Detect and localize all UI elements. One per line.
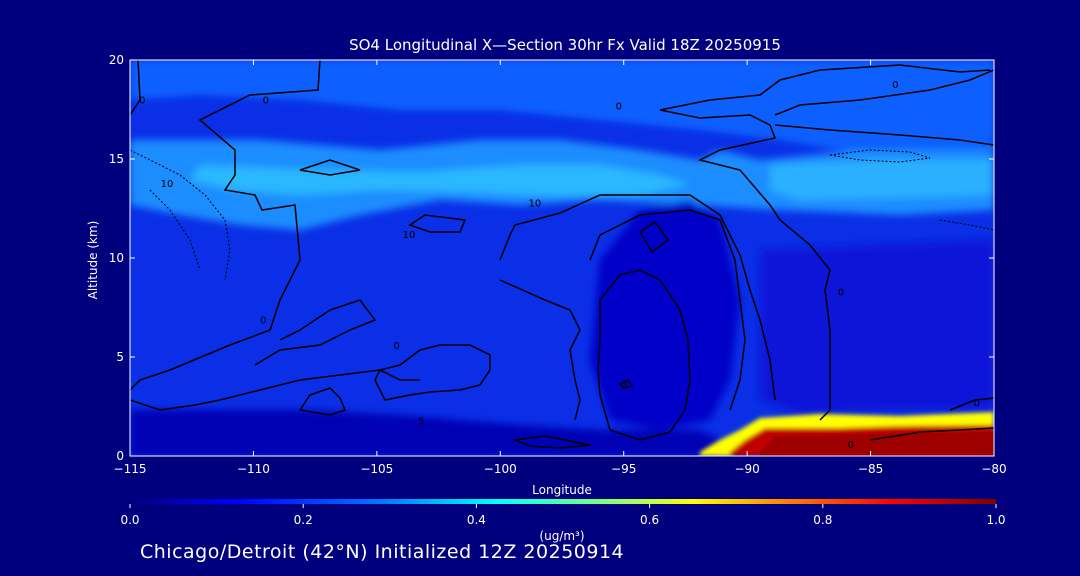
y-tick-label: 15 xyxy=(109,152,124,166)
field-deep-lower xyxy=(130,410,720,456)
contour-line xyxy=(499,194,776,401)
contour-line xyxy=(512,435,591,449)
field-mid-right xyxy=(760,240,994,415)
colorbar-tick-label: 0.6 xyxy=(640,513,659,527)
contour-line xyxy=(130,369,420,411)
contour-label: 0 xyxy=(263,96,269,107)
contour-line xyxy=(298,387,347,416)
x-axis-label: Longitude xyxy=(532,483,592,497)
dashed-contour-line xyxy=(149,189,201,271)
colorbar-tick-label: 0.0 xyxy=(120,513,139,527)
contour-line xyxy=(638,220,670,254)
contour-label: 0 xyxy=(974,399,980,410)
x-tick-label: −100 xyxy=(484,462,517,476)
y-tick-label: 20 xyxy=(109,53,124,67)
contours xyxy=(130,60,994,449)
contour-line xyxy=(949,397,994,411)
colorbar-tick-label: 0.8 xyxy=(813,513,832,527)
chart-title: SO4 Longitudinal X—Section 30hr Fx Valid… xyxy=(349,36,781,54)
contour-label: 0 xyxy=(848,440,854,451)
contour-line xyxy=(408,214,467,233)
contour-label: 0 xyxy=(892,80,898,91)
colorbar-tick-label: 1.0 xyxy=(986,513,1005,527)
field-upper xyxy=(130,60,994,160)
x-tick-label: −80 xyxy=(981,462,1006,476)
colorbar-label: (ug/m³) xyxy=(539,529,584,543)
contour-line xyxy=(130,60,141,116)
contour-line xyxy=(499,279,581,421)
contour-line xyxy=(299,159,361,176)
plot-area: 0 0 0 0 10 10 10 0 0 0 5 0 0 0 xyxy=(130,60,994,456)
contour-label: 10 xyxy=(528,199,541,210)
contour-line xyxy=(774,124,994,146)
field-right-band xyxy=(770,160,994,200)
x-axis: −115 −110 −105 −100 −95 −90 −85 −80 xyxy=(114,60,1007,476)
footer-caption: Chicago/Detroit (42°N) Initialized 12Z 2… xyxy=(140,541,625,563)
contour-line xyxy=(659,109,831,421)
contour-label: 0 xyxy=(616,102,622,113)
x-tick-label: −90 xyxy=(734,462,759,476)
contour-label: 0 xyxy=(393,341,399,352)
y-tick-label: 0 xyxy=(116,449,124,463)
contour-labels: 0 0 0 0 10 10 10 0 0 0 5 0 0 0 xyxy=(139,80,980,451)
colorbar-ticks: 0.0 0.2 0.4 0.6 0.8 1.0 xyxy=(120,504,1006,527)
contour-line xyxy=(589,209,746,411)
contour-line xyxy=(130,60,321,391)
colorbar-tick-label: 0.4 xyxy=(467,513,486,527)
field-deep-core xyxy=(590,200,740,430)
x-tick-label: −85 xyxy=(858,462,883,476)
x-tick-label: −95 xyxy=(611,462,636,476)
contour-line xyxy=(869,427,994,441)
contour-label: 0 xyxy=(621,381,627,392)
x-tick-label: −115 xyxy=(114,462,147,476)
colorbar-tick-label: 0.2 xyxy=(294,513,313,527)
contour-label: 5 xyxy=(418,416,424,427)
y-tick-label: 10 xyxy=(109,251,124,265)
contour-line xyxy=(597,269,691,441)
dashed-contour-line xyxy=(829,149,931,163)
contour-line xyxy=(374,344,491,401)
x-tick-label: −105 xyxy=(360,462,393,476)
contour-line xyxy=(774,69,994,116)
contour-label: 0 xyxy=(139,96,145,107)
contour-line xyxy=(254,299,377,366)
contour-label: 0 xyxy=(838,288,844,299)
contour-label: 0 xyxy=(260,315,266,326)
contour-line xyxy=(659,64,991,111)
y-axis-label: Altitude (km) xyxy=(86,221,100,300)
field-plume-dark xyxy=(760,432,994,456)
y-axis: 0 5 10 15 20 xyxy=(109,53,994,463)
contour-label: 10 xyxy=(403,230,416,241)
dashed-contours xyxy=(130,149,994,281)
y-tick-label: 5 xyxy=(116,350,124,364)
x-tick-label: −110 xyxy=(237,462,270,476)
contour-label: 10 xyxy=(161,179,174,190)
colorbar xyxy=(130,499,996,504)
contour-line xyxy=(618,379,634,389)
